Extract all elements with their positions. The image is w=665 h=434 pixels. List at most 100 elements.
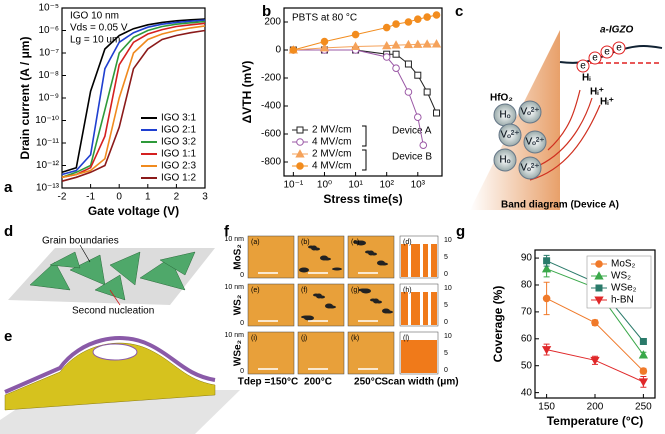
marker (639, 337, 647, 345)
plot-frame (283, 7, 443, 177)
micrograph (297, 331, 345, 375)
series-line (61, 18, 206, 174)
marker (543, 257, 551, 265)
legend-label: IGO 3:2 (161, 137, 196, 148)
marker (541, 264, 552, 273)
marker (289, 46, 298, 54)
legend-label: IGO 3:1 (161, 113, 196, 124)
y-tick-label: -800 (261, 157, 281, 168)
series-line (61, 25, 206, 179)
marker (382, 23, 391, 32)
void (314, 247, 320, 251)
marker (419, 141, 428, 149)
subpanel-label: (b) (301, 239, 310, 246)
void (319, 295, 325, 299)
marker (403, 39, 414, 49)
y-tick-label: 70 (521, 307, 533, 318)
marker (404, 60, 412, 68)
x-axis-label: Stress time(s) (323, 192, 402, 206)
bar-tick: 5 (444, 302, 448, 309)
marker (320, 37, 329, 46)
void (385, 310, 393, 314)
series-line (61, 22, 206, 179)
x-tick-label: 1 (145, 192, 151, 203)
subpanel-label: (f) (301, 287, 308, 294)
panel-letter: c (455, 3, 463, 20)
profile-gap (408, 292, 411, 325)
marker (594, 271, 604, 280)
void (376, 300, 382, 304)
defect (498, 123, 522, 147)
legend-label: MoS₂ (611, 259, 636, 270)
marker (639, 367, 648, 375)
bar-tick: 0 (444, 367, 448, 374)
marker (423, 88, 431, 96)
y-tick-label: -600 (261, 129, 281, 140)
void (380, 262, 388, 266)
oxide-label: HfO₂ (490, 93, 513, 104)
panel-letter: a (4, 179, 13, 196)
grains (29, 251, 196, 301)
series-line (61, 19, 206, 176)
void (356, 240, 366, 246)
legend-label: 4 MV/cm (312, 137, 351, 148)
void (323, 257, 331, 261)
electron (576, 59, 590, 73)
scale-label: 10 nm (225, 284, 245, 291)
marker (595, 260, 603, 268)
scale-label: 0 (240, 368, 244, 375)
electron-label: e (580, 61, 586, 72)
subpanel-label: (d) (403, 239, 412, 246)
x-tick-label: 10¹ (348, 180, 363, 191)
y-tick-label: 10⁻¹³ (36, 183, 60, 194)
marker (422, 39, 432, 48)
defect-label: Vₒ²⁺ (500, 130, 519, 141)
panel-letter: e (4, 328, 12, 345)
marker (351, 30, 360, 39)
hydrogen-label: Hᵢ⁺ (600, 97, 614, 108)
hydrogen-label: Hᵢ (582, 73, 591, 84)
column-label: Scan width (μm) (381, 377, 458, 388)
annotation: Device B (392, 152, 432, 163)
profile-gap (428, 244, 431, 277)
defect-label: Hₒ (500, 155, 511, 166)
marker (432, 11, 441, 19)
annotation: Device A (392, 126, 432, 137)
channel-label: a-IGZO (600, 25, 634, 36)
defect (493, 148, 517, 172)
y-tick-label: 10⁻⁷ (39, 48, 59, 59)
subpanel-label: (i) (251, 335, 257, 342)
y-tick-label: 10⁻⁹ (38, 93, 59, 104)
annotation: IGO 10 nm (70, 11, 119, 22)
profile-gap (428, 292, 431, 325)
y-axis-label: ΔVTH (mV) (240, 61, 254, 124)
marker (392, 20, 400, 28)
marker (296, 162, 304, 170)
bar-tick: 5 (444, 254, 448, 261)
micrograph (347, 331, 395, 375)
marker (413, 15, 422, 24)
profile-gap (420, 244, 423, 277)
marker (413, 39, 423, 48)
panel-letter: f (224, 223, 230, 240)
x-tick-label: 0 (116, 192, 122, 203)
x-tick-label: -2 (58, 192, 67, 203)
bar-tick: 0 (444, 271, 448, 278)
legend-brace (362, 125, 367, 171)
column-label: Tdep =150°C (238, 377, 298, 388)
annotation: Second nucleation (72, 306, 154, 317)
marker (595, 284, 603, 292)
defect (523, 130, 547, 154)
y-tick-label: 10⁻⁵ (38, 3, 59, 14)
void (361, 288, 371, 294)
arrows (529, 89, 601, 181)
marker (638, 350, 649, 359)
y-axis-label: Drain current (A / μm) (18, 37, 32, 160)
void (304, 315, 314, 321)
panel-letter: g (456, 223, 465, 240)
electron (588, 51, 602, 65)
x-tick-label: 3 (202, 192, 208, 203)
series-line (61, 20, 206, 179)
legend-label: 2 MV/cm (312, 149, 351, 160)
